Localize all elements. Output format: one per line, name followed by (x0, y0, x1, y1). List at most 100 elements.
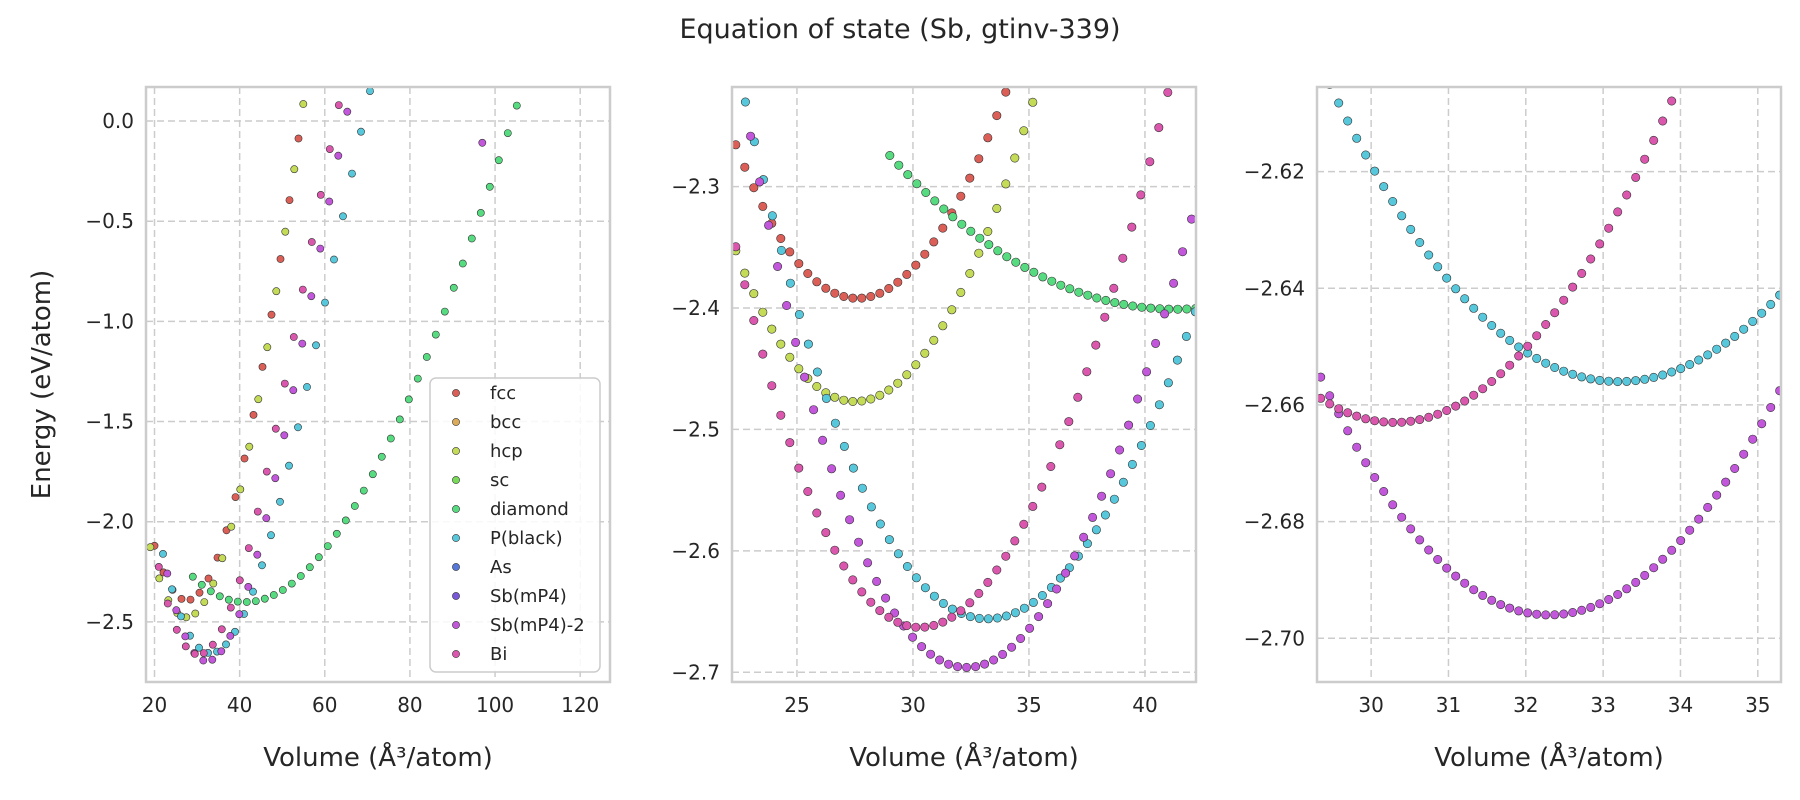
point-bi (1073, 392, 1083, 402)
point-bi (154, 563, 163, 571)
point-p-black (1100, 510, 1110, 520)
point-bi (812, 508, 822, 518)
point-bi (740, 280, 750, 290)
point-diamond (224, 595, 233, 604)
point-p-black (1118, 477, 1128, 487)
point-sb-mp4-2 (1514, 606, 1524, 616)
point-sb-mp4-2 (1794, 351, 1800, 359)
point-diamond (1047, 276, 1057, 286)
point-diamond (449, 283, 458, 292)
point-p-black (1127, 459, 1137, 469)
point-fcc (714, 90, 722, 98)
point-p-black (1181, 331, 1191, 341)
legend-marker (452, 505, 460, 513)
point-bi (1478, 384, 1488, 394)
point-p-black (375, 49, 382, 56)
point-diamond (1137, 302, 1147, 312)
point-p-black (303, 383, 311, 391)
point-hcp (983, 227, 993, 237)
x-tick-label: 31 (1436, 693, 1461, 717)
point-sb-mp4-2 (1613, 589, 1623, 599)
point-sb-mp4-2 (1079, 532, 1089, 542)
point-bi (1686, 55, 1694, 63)
point-diamond (476, 208, 485, 217)
point-fcc (749, 183, 759, 193)
point-sb-mp4-2 (1388, 500, 1398, 510)
point-bi (1397, 417, 1407, 427)
point-p-black (1748, 316, 1758, 326)
point-sb-mp4-2 (755, 177, 765, 187)
point-p-black (1649, 372, 1659, 382)
point-sb-mp4-2 (1469, 585, 1479, 595)
point-sb-mp4-2 (208, 655, 217, 664)
point-p-black (830, 418, 840, 428)
point-sb-mp4-2 (1406, 524, 1416, 534)
point-hcp (254, 395, 263, 404)
point-bi (1154, 123, 1164, 133)
point-p-black (1299, 21, 1307, 29)
point-sb-mp4-2 (1775, 386, 1781, 396)
point-sb-mp4-2 (1541, 610, 1551, 620)
point-bi (803, 486, 813, 496)
point-hcp (1001, 179, 1011, 189)
point-sb-mp4-2 (1052, 584, 1062, 594)
point-sb-mp4-2 (172, 606, 181, 615)
point-p-black (1559, 366, 1569, 376)
point-bi (1577, 268, 1587, 278)
point-p-black (1577, 372, 1587, 382)
point-sb-mp4-2 (944, 659, 954, 669)
point-diamond (1083, 290, 1093, 300)
point-bi (1379, 417, 1389, 427)
point-diamond (1038, 272, 1048, 282)
point-fcc (839, 291, 849, 301)
point-bi (1136, 190, 1146, 200)
point-sb-mp4-2 (1694, 514, 1704, 524)
point-p-black (884, 535, 894, 545)
point-sb-mp4-2 (1631, 577, 1641, 587)
point-hcp (758, 307, 768, 317)
point-p-black (812, 367, 822, 377)
point-fcc (723, 116, 731, 124)
point-hcp (875, 390, 885, 400)
point-fcc (732, 140, 741, 150)
point-diamond (422, 353, 431, 361)
legend-label: Sb(mP4) (490, 586, 567, 607)
point-sb-mp4-2 (845, 515, 855, 525)
point-sb-mp4-2 (1034, 612, 1044, 622)
point-fcc (776, 234, 786, 244)
point-bi (893, 617, 903, 627)
point-sb-mp4-2 (800, 372, 810, 382)
point-bi (1496, 369, 1506, 379)
point-bi (1370, 416, 1380, 426)
point-bi (983, 577, 993, 587)
point-p-black (222, 640, 230, 649)
legend-label: hcp (490, 441, 523, 462)
point-p-black (902, 561, 912, 571)
point-p-black (1469, 303, 1479, 313)
point-sb-mp4-2 (244, 583, 253, 591)
point-p-black (1703, 350, 1713, 360)
point-bi (226, 603, 235, 612)
point-bi (1046, 461, 1056, 471)
data-points (1272, 21, 1800, 620)
point-diamond (984, 240, 994, 250)
point-diamond (287, 579, 296, 588)
point-sb-mp4-2 (1785, 369, 1793, 377)
point-diamond (512, 101, 521, 110)
panel-3: 30 31 32 33 34 35 −2.62 −2.64 −2.66 −2.68 −2.70 Vol… (1244, 21, 1800, 773)
point-p-black (866, 502, 876, 512)
point-sb-mp4-2 (1379, 486, 1389, 496)
x-tick-label: 120 (561, 693, 599, 717)
point-p-black (911, 573, 921, 583)
panel-1: 20 40 60 80 100 120 0.0 −0.5 −1.0 −1.5 −2.0 −2.5 Vol… (27, 49, 612, 773)
point-fcc (294, 134, 303, 143)
point-sb-mp4-2 (181, 632, 190, 641)
legend-marker (452, 592, 460, 600)
point-p-black (929, 591, 939, 601)
point-sb-mp4-2 (1272, 267, 1280, 275)
point-p-black (767, 211, 777, 221)
point-bi (1145, 157, 1155, 167)
point-p-black (1334, 98, 1344, 108)
point-bi (1532, 331, 1542, 341)
point-bi (1118, 253, 1128, 263)
